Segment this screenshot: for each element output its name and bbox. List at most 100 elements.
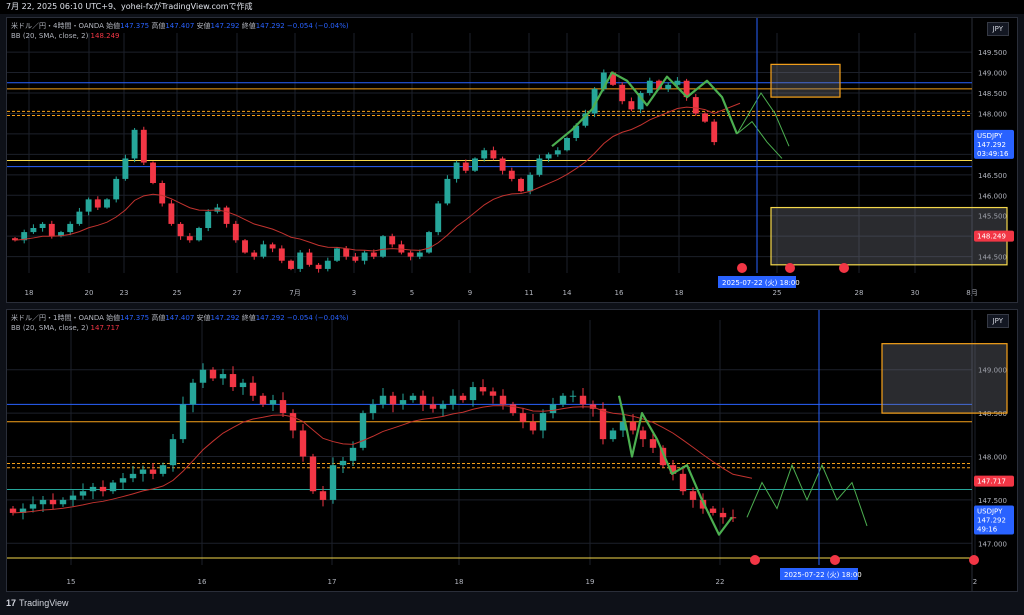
low-label: 安値 (196, 22, 211, 30)
candle (610, 72, 616, 85)
bollinger-basis-line (12, 405, 753, 514)
last-price-tag: 147.292 (977, 141, 1006, 149)
candle (251, 252, 258, 257)
candle (196, 228, 202, 241)
candle (429, 404, 437, 409)
candle (370, 252, 377, 257)
candle (689, 491, 697, 500)
candle (619, 84, 626, 102)
footer: 17 TradingView (0, 595, 1024, 615)
candle (669, 465, 677, 474)
chart-pane-1h[interactable]: 149.000 148.500 148.000 147.500 147.000 15 16 1… (6, 309, 1018, 592)
candle (564, 138, 570, 151)
candle (150, 162, 156, 183)
candle (85, 199, 92, 212)
candle (199, 369, 207, 383)
candle (149, 469, 157, 474)
candle (19, 508, 27, 513)
candle (334, 248, 340, 261)
bb-legend[interactable]: BB (20, SMA, close, 2) 147.717 (11, 324, 120, 332)
projection-path (736, 120, 783, 159)
x-tick-label: 17 (328, 578, 337, 586)
candle (600, 72, 607, 89)
candle (416, 252, 423, 257)
open-label: 始値 (106, 22, 121, 30)
projection-path (736, 92, 790, 147)
currency-button[interactable]: JPY (986, 22, 1009, 36)
candle (709, 508, 717, 513)
candle (459, 395, 467, 401)
candle (509, 404, 517, 414)
chart-pane-4h[interactable]: 149.500149.000148.500148.000147.500147.0… (6, 17, 1018, 303)
candle (649, 439, 657, 448)
candle (239, 382, 247, 388)
candle (407, 252, 414, 257)
x-tick-label: 18 (675, 289, 684, 297)
candle (656, 80, 662, 89)
y-tick-label: 147.000 (978, 540, 1007, 548)
candle (315, 264, 322, 269)
candle (89, 486, 97, 492)
projection-path (746, 463, 868, 527)
candle (545, 154, 552, 159)
crosshair-date-bg (780, 568, 858, 580)
bb-label: BB (20, SMA, close, 2) (11, 32, 89, 40)
candle (232, 223, 239, 241)
symbol-title: 米ドル／円・1時間・OANDA (11, 314, 104, 322)
y-tick-label: 145.500 (978, 213, 1007, 221)
supply-demand-zone (770, 63, 841, 98)
x-tick-label: 25 (173, 289, 182, 297)
last-price-tag-bg (974, 505, 1014, 535)
candle (269, 400, 277, 405)
economic-event-icon (830, 555, 840, 565)
candle (380, 236, 386, 257)
economic-event-icon (737, 263, 747, 273)
brand-name: TradingView (19, 598, 69, 608)
y-tick-label: 147.500 (978, 497, 1007, 505)
y-tick-label: 148.000 (978, 454, 1007, 462)
x-tick-label: 3 (352, 289, 356, 297)
candle (665, 84, 672, 89)
candle (131, 129, 138, 159)
candle (59, 499, 67, 505)
x-tick-label: 7月 (289, 289, 300, 297)
candle (637, 93, 644, 110)
candle (569, 395, 577, 397)
chart-canvas-4h[interactable]: 149.500149.000148.500148.000147.500147.0… (7, 18, 1017, 302)
x-tick-label: 14 (563, 289, 572, 297)
candle (39, 223, 46, 228)
candle (49, 499, 57, 505)
tradingview-logo[interactable]: 17 TradingView (6, 598, 69, 608)
candle (94, 199, 101, 208)
bb-label: BB (20, SMA, close, 2) (11, 324, 89, 332)
bb-price-tag: 147.717 (977, 478, 1006, 486)
wave-path (551, 71, 739, 148)
candle (489, 391, 497, 396)
currency-button[interactable]: JPY (986, 314, 1009, 328)
wave-path (617, 395, 733, 536)
candle (462, 162, 469, 171)
bb-value: 147.717 (90, 324, 120, 332)
bb-legend[interactable]: BB (20, SMA, close, 2) 148.249 (11, 32, 120, 40)
chart-canvas-1h[interactable]: 149.000 148.500 148.000 147.500 147.000 15 16 1… (7, 310, 1017, 591)
y-tick-label: 148.500 (978, 410, 1007, 418)
symbol-title: 米ドル／円・4時間・OANDA (11, 22, 104, 30)
candle (444, 178, 451, 204)
candle (343, 248, 350, 257)
candle (39, 499, 47, 505)
candle (519, 413, 527, 422)
candle (76, 211, 83, 224)
candle (12, 238, 18, 241)
bb-value: 148.249 (90, 32, 120, 40)
y-tick-label: 144.500 (978, 254, 1007, 262)
candle (399, 400, 407, 405)
candle (29, 504, 37, 509)
candle (139, 469, 147, 474)
candle (297, 252, 304, 269)
high-label: 高値 (151, 22, 166, 30)
candle (579, 395, 587, 405)
last-price-tag-bg (974, 129, 1014, 159)
candle (674, 80, 681, 85)
economic-event-icon (750, 555, 760, 565)
crosshair-date-bg (718, 276, 796, 288)
